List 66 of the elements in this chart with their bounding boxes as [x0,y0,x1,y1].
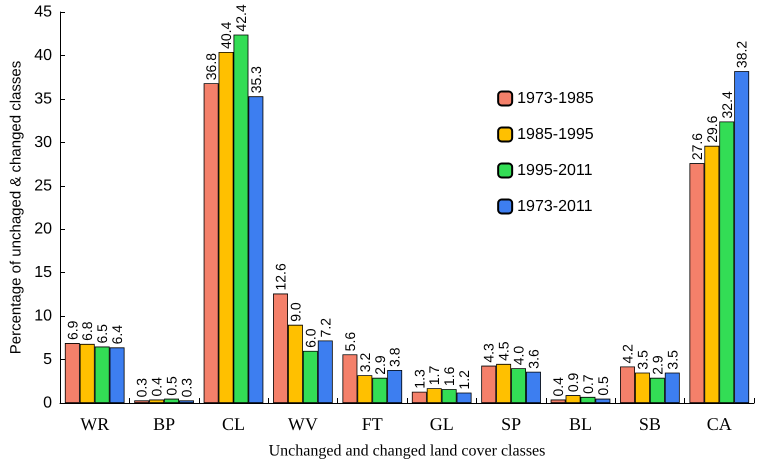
x-tick-label: WR [80,414,110,434]
data-label: 5.6 [342,332,358,352]
x-tick-label: SB [638,414,661,434]
x-axis-title: Unchanged and changed land cover classes [268,442,546,460]
data-label: 2.9 [372,355,388,375]
data-label: 7.2 [317,318,334,338]
data-label: 1.7 [426,366,442,386]
data-label: 29.6 [704,115,720,143]
data-label: 9.0 [287,302,304,322]
data-label: 0.7 [580,374,596,394]
data-label: 4.2 [620,344,636,364]
legend-label: 1985-1995 [517,126,594,143]
y-tick-label: 40 [34,46,52,64]
legend-label: 1995-2011 [517,162,593,179]
y-tick-label: 5 [43,351,52,368]
y-axis-title: Percentage of unchaged & changed classes [7,60,24,354]
data-label: 27.6 [688,132,705,160]
data-label: 36.8 [203,52,220,80]
y-tick-label: 35 [34,90,52,108]
y-tick-label: 10 [34,308,52,325]
legend-label: 1973-2011 [517,198,593,215]
data-label: 0.3 [178,378,194,398]
data-label: 0.9 [565,372,582,392]
x-tick-label: BL [568,414,592,434]
data-label: 0.4 [148,376,165,397]
data-label: 1.2 [456,370,472,390]
x-tick-label: SP [501,414,522,434]
legend-label: 1973-1985 [517,90,594,107]
data-label: 35.3 [248,66,264,94]
data-label: 3.2 [356,352,373,372]
data-label: 3.8 [386,347,403,367]
data-label: 0.4 [550,376,566,397]
x-tick-label: FT [362,414,383,434]
y-tick-label: 30 [34,134,52,151]
data-label: 4.5 [496,341,512,361]
data-label: 3.6 [525,349,542,369]
data-label: 12.6 [272,263,289,291]
data-label: 3.5 [664,350,680,370]
y-tick-label: 20 [34,220,52,238]
x-tick-label: GL [430,414,454,434]
data-label: 0.5 [164,376,180,396]
data-label: 6.8 [79,321,96,341]
data-label: 40.4 [218,22,234,49]
y-tick-label: 45 [34,4,52,20]
x-tick-label: CL [222,414,246,434]
data-label: 1.6 [441,366,458,386]
data-label: 6.9 [64,320,80,340]
data-label: 6.0 [302,328,318,348]
x-tick-label: BP [153,414,176,434]
data-label: 3.5 [634,350,650,370]
y-tick-label: 15 [34,264,52,282]
data-label: 1.3 [411,369,428,389]
data-label: 32.4 [718,91,735,118]
y-tick-label: 0 [43,394,52,412]
data-label: 6.4 [109,324,126,344]
data-label: 4.0 [510,346,527,366]
x-tick-label: WV [288,414,318,434]
data-label: 2.9 [649,355,666,375]
data-label: 38.2 [734,40,750,68]
data-label: 6.5 [94,324,110,344]
data-label: 42.4 [232,4,249,32]
x-tick-label: CA [706,414,732,434]
data-label: 0.5 [594,376,611,396]
data-label: 0.3 [134,378,150,398]
data-label: 4.3 [480,342,497,363]
y-tick-label: 25 [34,177,52,194]
